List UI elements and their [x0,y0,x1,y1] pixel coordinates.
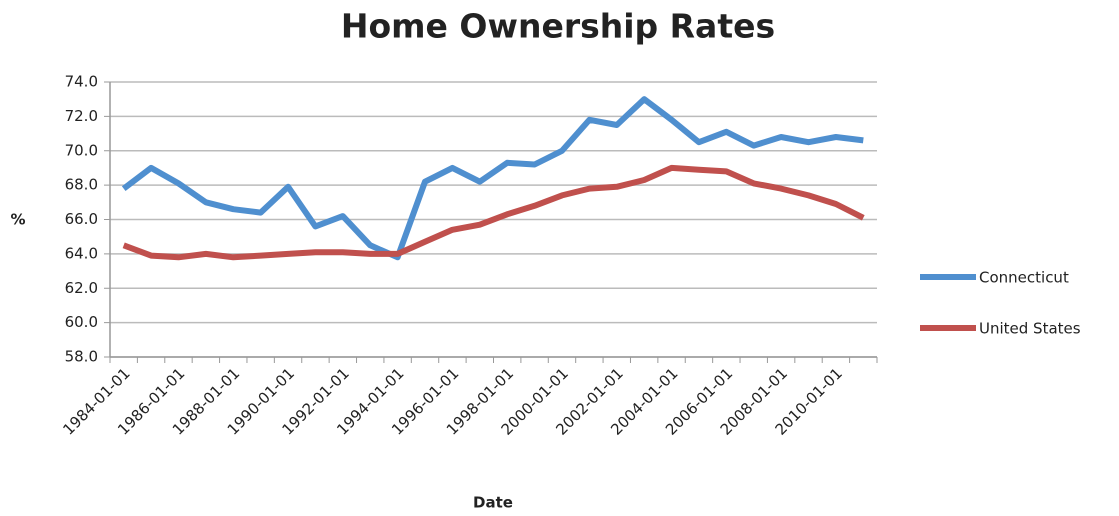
y-tick-label: 70.0 [65,141,98,159]
y-tick-label: 58.0 [65,348,98,366]
series-line [121,96,864,261]
y-tick-label: 74.0 [65,73,98,91]
y-tick-label: 60.0 [65,313,98,331]
y-axis-title: % [10,211,25,229]
y-tick-label: 68.0 [65,176,98,194]
series-line [122,164,865,261]
y-tick-label: 66.0 [65,210,98,228]
y-tick-label: 64.0 [65,244,98,262]
x-axis-title: Date [473,494,513,512]
legend-label: United States [979,320,1081,338]
y-tick-label: 62.0 [65,279,98,297]
chart-title: Home Ownership Rates [341,7,775,46]
y-tick-label: 72.0 [65,107,98,125]
legend-label: Connecticut [979,269,1069,287]
